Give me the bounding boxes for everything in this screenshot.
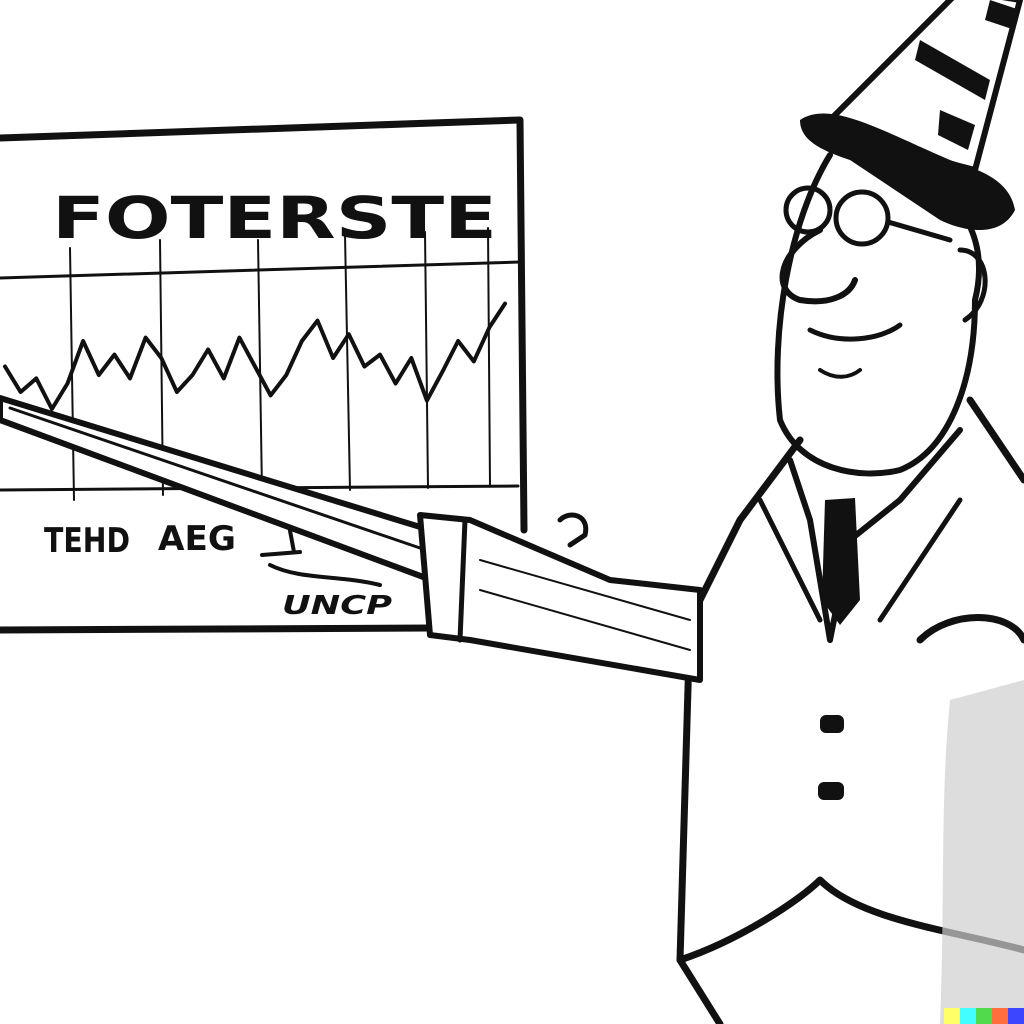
chart-point: [347, 332, 351, 336]
chart-point: [503, 302, 507, 306]
chart-point: [378, 353, 382, 357]
chart-point: [3, 365, 7, 368]
chart-point: [237, 336, 241, 340]
board-label-lower: UNCP: [282, 591, 392, 621]
chart-point: [66, 382, 69, 385]
chart-point: [441, 370, 444, 374]
chart-line: [3, 301, 507, 411]
board-label-left: TEHD: [44, 521, 130, 561]
eyeglasses-icon: [783, 185, 953, 247]
watermark-swatch: [960, 1008, 976, 1024]
chart-point: [487, 325, 491, 329]
chart-point: [81, 339, 85, 343]
chart-board: FOTERSTE TEHD AEG UNCP: [0, 116, 528, 634]
chart-point: [112, 353, 116, 357]
chart-point: [128, 376, 132, 380]
chart-point: [300, 339, 304, 343]
watermark-swatch: [944, 1008, 960, 1024]
chart-point: [316, 319, 319, 323]
chart-point: [97, 373, 101, 377]
chart-point: [456, 339, 460, 343]
chart-point: [222, 376, 226, 380]
chart-point: [191, 373, 194, 377]
chart-point: [409, 356, 413, 360]
chart-point: [50, 407, 54, 411]
chart-point: [331, 356, 335, 360]
chart-point: [284, 373, 288, 377]
chart-series: [3, 301, 507, 411]
watermark-swatch: [992, 1008, 1008, 1024]
chart-point: [144, 336, 148, 340]
chart-title: FOTERSTE: [52, 184, 497, 252]
chart-point: [472, 359, 476, 363]
watermark-swatch: [1008, 1008, 1024, 1024]
chart-point: [253, 365, 257, 368]
chart-point: [34, 376, 38, 380]
chart-point: [362, 365, 366, 368]
chart-point: [159, 356, 163, 360]
chart-point: [19, 390, 23, 394]
watermark-strip: [944, 1008, 1024, 1024]
party-hat-icon: [800, 0, 1023, 230]
board-label-mid: AEG: [158, 519, 236, 559]
chart-point: [394, 382, 398, 385]
chart-point: [206, 348, 210, 351]
chart-point: [269, 393, 273, 397]
watermark-swatch: [976, 1008, 992, 1024]
chart-point: [425, 399, 429, 402]
chart-point: [175, 390, 179, 394]
man-figure: [417, 0, 1024, 1024]
